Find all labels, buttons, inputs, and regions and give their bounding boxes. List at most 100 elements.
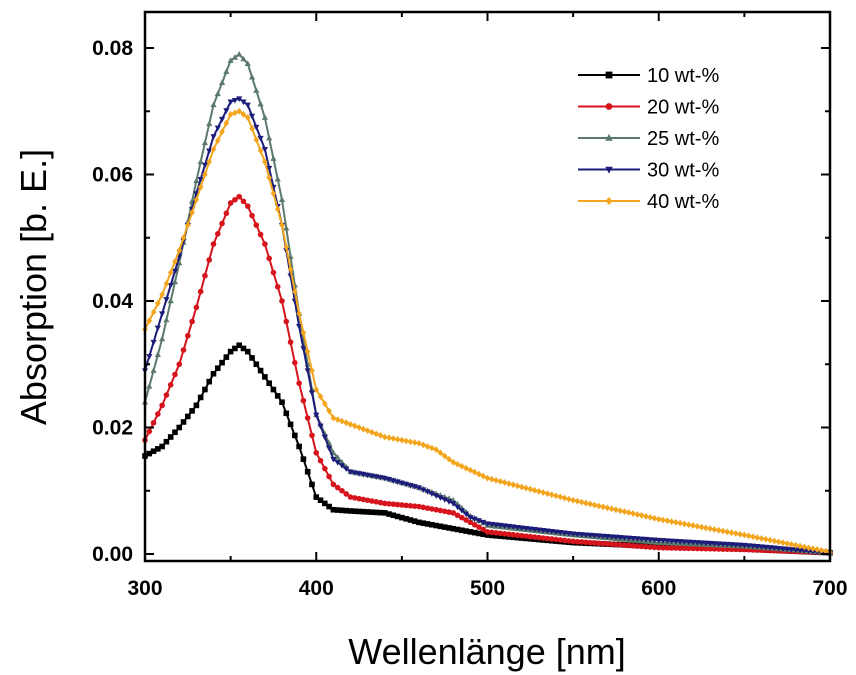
- data-point: [326, 407, 332, 415]
- data-point: [364, 509, 371, 515]
- data-point: [587, 532, 594, 539]
- data-point: [390, 501, 397, 507]
- data-point: [600, 533, 607, 540]
- data-point: [446, 525, 452, 531]
- data-point: [270, 155, 277, 161]
- data-point: [604, 534, 611, 540]
- data-point: [369, 428, 375, 436]
- data-point: [510, 524, 517, 531]
- data-point: [317, 393, 324, 401]
- data-point: [737, 530, 743, 538]
- data-point: [771, 537, 778, 545]
- data-point: [206, 158, 213, 166]
- data-point: [698, 545, 705, 552]
- data-point: [356, 495, 362, 502]
- data-point: [510, 531, 516, 538]
- data-point: [771, 545, 778, 552]
- data-point: [279, 221, 285, 229]
- data-point: [467, 519, 474, 526]
- data-point: [463, 517, 469, 523]
- data-point: [240, 111, 247, 118]
- data-point: [351, 422, 358, 430]
- data-point: [266, 255, 272, 262]
- data-point: [377, 499, 384, 506]
- data-point: [518, 525, 525, 532]
- data-point: [270, 386, 277, 393]
- data-point: [420, 504, 427, 511]
- data-point: [309, 432, 315, 439]
- data-point: [416, 503, 422, 510]
- data-point: [741, 531, 748, 539]
- data-point: [634, 511, 641, 518]
- data-point: [655, 515, 662, 523]
- data-point: [488, 529, 495, 536]
- data-point: [416, 439, 422, 447]
- data-point: [296, 310, 302, 318]
- data-point: [506, 531, 512, 538]
- data-point: [218, 79, 226, 86]
- data-layer: [141, 50, 834, 557]
- data-point: [767, 536, 773, 544]
- data-point: [459, 514, 465, 521]
- data-point: [373, 430, 379, 438]
- data-point: [766, 545, 774, 551]
- data-point: [150, 339, 157, 346]
- data-point: [548, 528, 555, 535]
- data-point: [467, 529, 474, 535]
- data-point: [163, 438, 170, 445]
- data-point: [347, 508, 354, 514]
- legend-entry: 20 wt-%: [578, 97, 719, 119]
- data-point: [279, 298, 285, 304]
- data-point: [750, 533, 756, 541]
- data-point: [411, 518, 418, 524]
- data-point: [459, 527, 465, 534]
- data-point: [206, 120, 213, 127]
- legend-entry: 40 wt-%: [578, 191, 719, 213]
- series-line: [144, 195, 831, 554]
- data-point: [155, 411, 161, 417]
- data-point: [274, 283, 281, 290]
- data-point: [441, 452, 448, 460]
- data-point: [227, 111, 234, 118]
- data-point: [613, 506, 619, 514]
- data-point: [283, 243, 290, 251]
- data-point: [236, 193, 242, 200]
- legend-label: 25 wt-%: [647, 128, 719, 150]
- data-point: [476, 530, 482, 537]
- data-point: [690, 522, 696, 529]
- data-point: [450, 496, 457, 503]
- data-point: [501, 523, 508, 530]
- data-point: [480, 519, 487, 526]
- data-point: [399, 514, 405, 521]
- data-point: [677, 519, 683, 527]
- data-point: [292, 432, 298, 439]
- data-point: [475, 518, 483, 524]
- data-point: [604, 504, 611, 512]
- data-point: [214, 365, 221, 372]
- y-tick-label: 0.06: [92, 164, 133, 187]
- data-point: [514, 482, 521, 490]
- data-point: [459, 462, 465, 470]
- data-point: [159, 291, 165, 299]
- data-point: [313, 450, 320, 456]
- data-point: [214, 90, 221, 97]
- data-point: [334, 484, 341, 491]
- data-point: [214, 125, 221, 132]
- data-point: [493, 530, 499, 536]
- data-point: [531, 526, 538, 533]
- data-point: [703, 545, 709, 552]
- data-point: [604, 541, 611, 547]
- data-point: [655, 544, 662, 551]
- data-point: [724, 528, 731, 536]
- data-point: [463, 464, 469, 472]
- data-point: [728, 529, 735, 537]
- data-point: [621, 542, 628, 548]
- data-point: [673, 545, 679, 551]
- data-point: [377, 509, 384, 516]
- data-point: [642, 536, 649, 543]
- data-point: [219, 220, 225, 227]
- data-point: [326, 445, 333, 452]
- data-point: [424, 521, 431, 527]
- data-point: [501, 479, 508, 486]
- data-point: [540, 527, 547, 534]
